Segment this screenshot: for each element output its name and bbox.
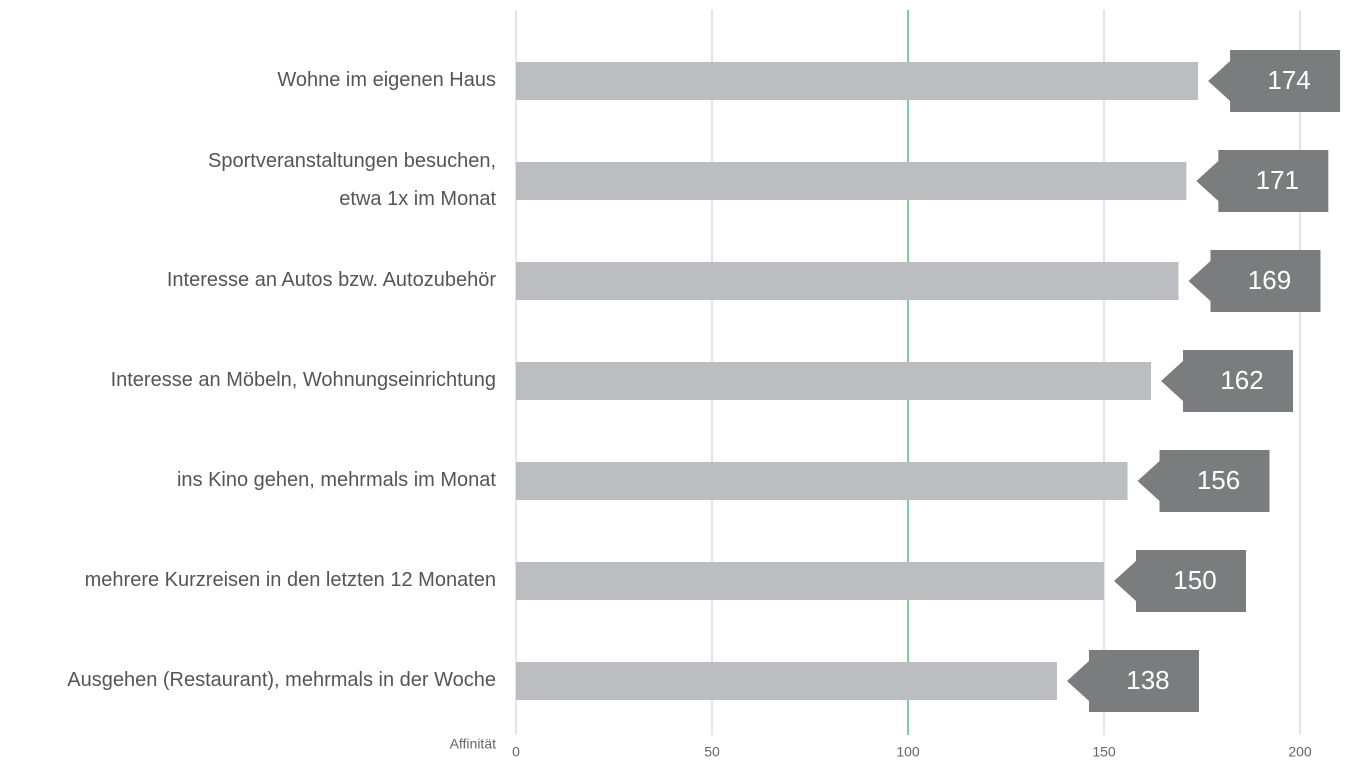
category-label-line: Interesse an Möbeln, Wohnungseinrichtung (111, 369, 496, 391)
x-tick-label: 200 (1288, 744, 1312, 760)
value-label: 156 (1197, 465, 1240, 495)
bar (516, 162, 1187, 200)
x-tick-label: 100 (896, 744, 920, 760)
x-tick-label: 150 (1092, 744, 1116, 760)
category-label: ins Kino gehen, mehrmals im Monat (177, 469, 496, 491)
bar (516, 462, 1128, 500)
x-axis-label: Affinität (450, 736, 497, 752)
bar (516, 62, 1199, 100)
value-label: 162 (1220, 365, 1263, 395)
value-label: 169 (1248, 265, 1291, 295)
category-label-line: Ausgehen (Restaurant), mehrmals in der W… (67, 669, 496, 691)
value-label: 150 (1173, 565, 1216, 595)
value-callout (1196, 150, 1329, 212)
category-label-line: Wohne im eigenen Haus (277, 69, 496, 91)
x-tick-label: 0 (512, 744, 520, 760)
category-label-line: etwa 1x im Monat (339, 188, 496, 210)
value-callout (1161, 350, 1294, 412)
value-label: 174 (1267, 65, 1310, 95)
value-label: 138 (1126, 665, 1169, 695)
category-label-line: ins Kino gehen, mehrmals im Monat (177, 469, 496, 491)
value-callout (1208, 50, 1341, 112)
value-callout (1188, 250, 1321, 312)
x-tick-label: 50 (704, 744, 720, 760)
category-label: mehrere Kurzreisen in den letzten 12 Mon… (85, 569, 496, 591)
category-label: Interesse an Möbeln, Wohnungseinrichtung (111, 369, 496, 391)
value-callout (1066, 650, 1199, 712)
category-label-line: Sportveranstaltungen besuchen, (208, 150, 496, 172)
category-label: Ausgehen (Restaurant), mehrmals in der W… (67, 669, 496, 691)
category-label: Interesse an Autos bzw. Autozubehör (167, 269, 496, 291)
category-label: Wohne im eigenen Haus (277, 69, 496, 91)
value-callout (1137, 450, 1270, 512)
value-callout (1114, 550, 1246, 612)
bar (516, 662, 1057, 700)
bar (516, 562, 1104, 600)
category-label: Sportveranstaltungen besuchen, etwa 1x im… (208, 150, 496, 210)
category-label-line: mehrere Kurzreisen in den letzten 12 Mon… (85, 569, 496, 591)
value-label: 171 (1256, 165, 1299, 195)
category-label-line: Interesse an Autos bzw. Autozubehör (167, 269, 496, 291)
bar (516, 262, 1179, 300)
bar (516, 362, 1152, 400)
